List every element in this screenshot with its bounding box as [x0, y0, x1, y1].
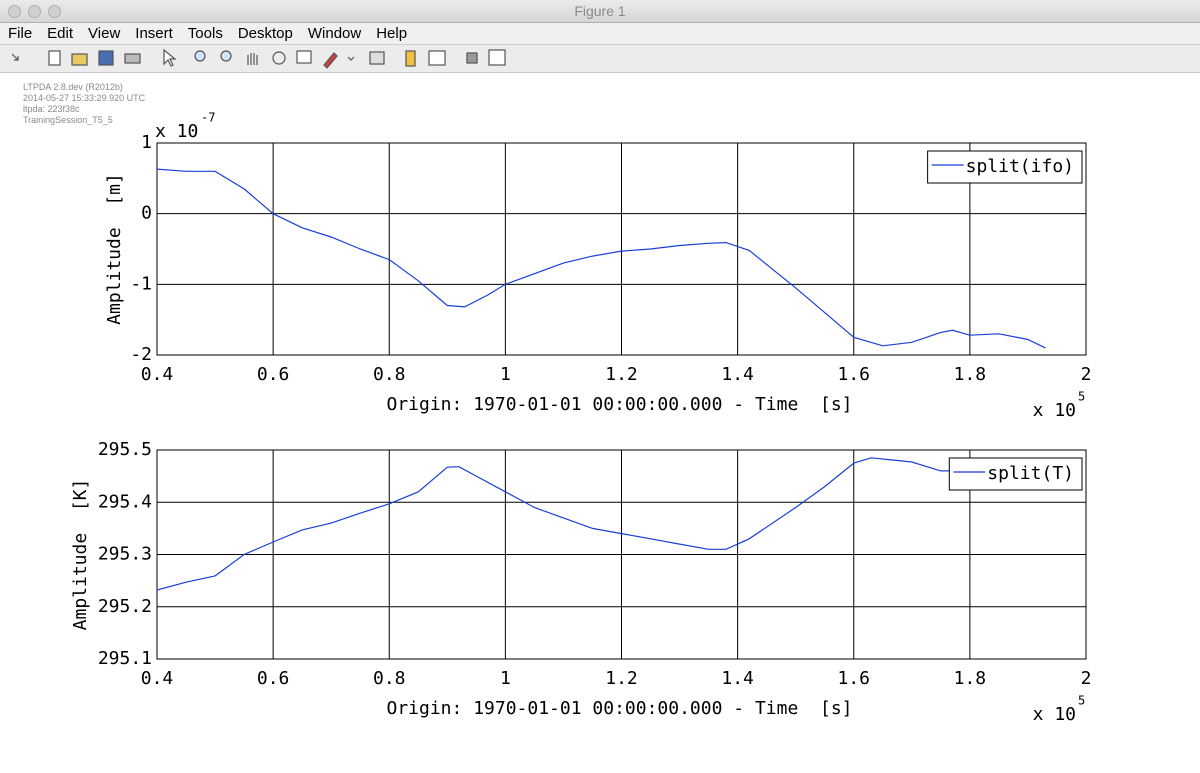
x-tick-label: 1.6 — [837, 668, 870, 689]
data-line — [156, 168, 1046, 349]
menu-item[interactable]: Window — [307, 25, 362, 42]
x-tick-label: 0.6 — [257, 668, 290, 689]
window-title: Figure 1 — [574, 3, 626, 19]
legend: split(ifo) — [927, 150, 1083, 184]
x-tick-label: 1.2 — [605, 668, 638, 689]
legend-label: split(T) — [987, 463, 1074, 484]
y-tick-label: 0 — [141, 203, 152, 224]
legend-label: split(ifo) — [966, 156, 1074, 177]
print-icon[interactable] — [124, 53, 141, 64]
menu-item[interactable]: Insert — [135, 25, 173, 42]
menu-bar: File Edit View Insert Tools Desktop Window Help — [0, 23, 1200, 45]
brush-menu[interactable] — [347, 56, 355, 61]
link-icon[interactable] — [369, 51, 385, 65]
legend-icon[interactable] — [428, 50, 446, 66]
x-tick-label: 0.8 — [373, 364, 406, 385]
x-tick-label: 0.8 — [373, 668, 406, 689]
x-tick-label: 1.6 — [837, 364, 870, 385]
x-axis-label: Origin: 1970-01-01 00:00:00.000 - Time [… — [387, 394, 853, 415]
x-tick-label: 1.8 — [954, 668, 987, 689]
colorbar-icon[interactable] — [405, 50, 416, 67]
x-tick-label: 0.6 — [257, 364, 290, 385]
x-tick-label: 2 — [1081, 668, 1092, 689]
hide-tools-icon[interactable] — [466, 52, 478, 64]
y-multiplier-exponent: -7 — [201, 111, 215, 125]
x-multiplier: x 10 — [1033, 400, 1076, 421]
open-icon[interactable] — [71, 53, 88, 66]
x-tick-label: 0.4 — [141, 364, 174, 385]
legend-box — [927, 150, 1083, 184]
y-tick-label: -1 — [130, 273, 152, 294]
legend: split(T) — [948, 457, 1083, 491]
y-tick-label: 1 — [141, 132, 152, 153]
x-tick-label: 2 — [1081, 364, 1092, 385]
info-line: ltpda: 223f38c — [23, 104, 80, 114]
y-tick-label: 295.5 — [98, 439, 152, 460]
menu-item[interactable]: Tools — [187, 25, 223, 42]
menu-item[interactable]: Help — [376, 25, 408, 42]
y-tick-label: 295.1 — [98, 648, 152, 669]
menu-item[interactable]: Desktop — [237, 25, 293, 42]
dock-icon[interactable] — [11, 53, 19, 61]
axes-frame — [156, 449, 1087, 660]
zoom-out-icon[interactable] — [220, 50, 232, 62]
menu-item[interactable]: View — [88, 25, 121, 42]
x-tick-label: 1 — [500, 364, 511, 385]
y-multiplier: x 10 — [155, 121, 198, 142]
y-tick-label: 295.2 — [98, 596, 152, 617]
x-tick-label: 1.2 — [605, 364, 638, 385]
axes-frame — [156, 142, 1087, 356]
y-axis-label: Amplitude [K] — [70, 479, 91, 631]
menu-item[interactable]: Edit — [47, 25, 74, 42]
y-tick-label: 295.4 — [98, 491, 152, 512]
title-bar: Figure 1 — [0, 0, 1200, 23]
x-tick-label: 1.8 — [954, 364, 987, 385]
data-line — [156, 457, 959, 591]
pointer-icon[interactable] — [163, 48, 177, 67]
show-tools-icon[interactable] — [488, 49, 506, 66]
brush-icon[interactable] — [323, 52, 338, 69]
x-multiplier-exponent: 5 — [1078, 390, 1085, 404]
zoom-in-icon[interactable] — [194, 50, 206, 62]
pan-icon[interactable] — [247, 53, 258, 65]
y-tick-label: 295.3 — [98, 544, 152, 565]
close-button[interactable] — [8, 5, 21, 18]
x-tick-label: 1.4 — [721, 364, 754, 385]
save-icon[interactable] — [98, 50, 114, 66]
y-tick-label: -2 — [130, 344, 152, 365]
x-axis-label: Origin: 1970-01-01 00:00:00.000 - Time [… — [387, 698, 853, 719]
menu-item[interactable]: File — [8, 25, 33, 42]
toolbar — [0, 45, 1200, 73]
rotate-icon[interactable] — [272, 51, 286, 65]
x-tick-label: 0.4 — [141, 668, 174, 689]
zoom-button[interactable] — [48, 5, 61, 18]
x-multiplier-exponent: 5 — [1078, 694, 1085, 708]
y-axis-label: Amplitude [m] — [104, 173, 125, 325]
new-icon[interactable] — [48, 50, 61, 66]
info-block: LTPDA 2.8.dev (R2012b) 2014-05-27 15:33:2… — [23, 82, 145, 126]
minimize-button[interactable] — [28, 5, 41, 18]
info-line: LTPDA 2.8.dev (R2012b) — [23, 82, 123, 92]
info-line: TrainingSession_T5_5 — [23, 115, 113, 125]
info-line: 2014-05-27 15:33:29.920 UTC — [23, 93, 146, 103]
legend-box — [948, 457, 1083, 491]
x-multiplier: x 10 — [1033, 704, 1076, 725]
x-tick-label: 1.4 — [721, 668, 754, 689]
x-tick-label: 1 — [500, 668, 511, 689]
datacursor-icon[interactable] — [296, 50, 312, 64]
